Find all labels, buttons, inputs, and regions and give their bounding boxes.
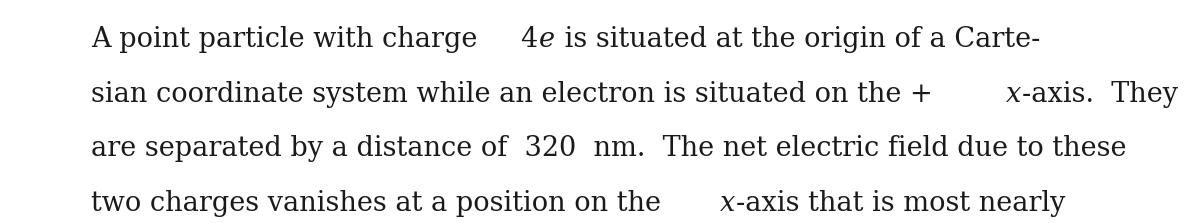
Text: are separated by a distance of  320  nm.  The net electric field due to these: are separated by a distance of 320 nm. T… [91, 135, 1127, 162]
Text: A point particle with charge: A point particle with charge [91, 26, 486, 53]
Text: x: x [720, 190, 736, 217]
Text: sian coordinate system while an electron is situated on the +: sian coordinate system while an electron… [91, 81, 932, 108]
Text: two charges vanishes at a position on the: two charges vanishes at a position on th… [91, 190, 670, 217]
Text: x: x [1006, 81, 1021, 108]
Text: -axis.  They: -axis. They [1022, 81, 1178, 108]
Text: e: e [539, 26, 556, 53]
Text: 4: 4 [521, 26, 538, 53]
Text: is situated at the origin of a Carte-: is situated at the origin of a Carte- [557, 26, 1040, 53]
Text: -axis that is most nearly: -axis that is most nearly [737, 190, 1066, 217]
